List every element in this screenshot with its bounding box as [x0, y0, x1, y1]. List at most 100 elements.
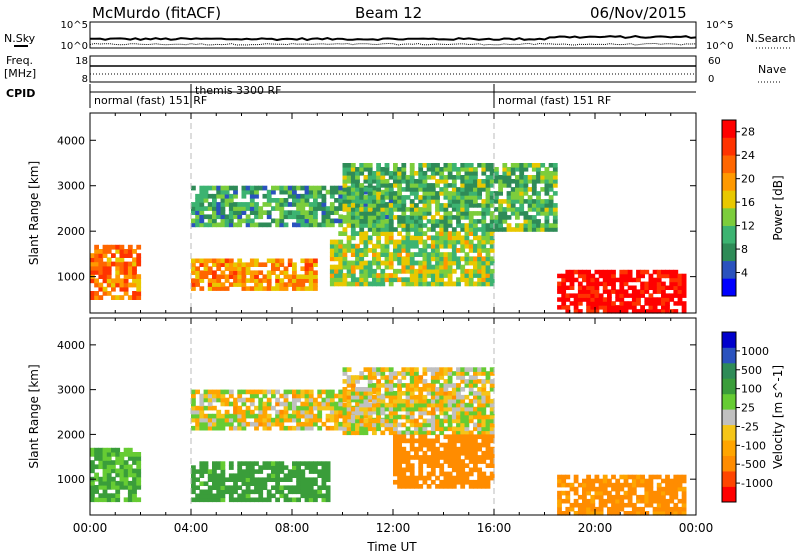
range-time-cell: [401, 207, 407, 212]
range-time-cell: [245, 473, 251, 478]
range-time-cell: [367, 223, 373, 228]
range-time-cell: [527, 223, 533, 228]
range-time-cell: [586, 474, 591, 480]
range-time-cell: [296, 465, 301, 470]
range-time-cell: [111, 497, 116, 503]
range-time-cell: [329, 264, 335, 270]
range-time-cell: [127, 489, 133, 494]
range-time-cell: [573, 309, 579, 314]
range-time-cell: [241, 477, 247, 482]
range-time-cell: [136, 472, 142, 478]
range-time-cell: [308, 185, 314, 191]
range-time-cell: [447, 438, 453, 444]
range-time-cell: [468, 418, 474, 424]
range-time-cell: [481, 450, 487, 456]
range-time-cell: [451, 183, 457, 188]
range-time-cell: [409, 179, 415, 184]
range-time-cell: [451, 239, 457, 245]
range-time-cell: [460, 375, 466, 380]
range-time-cell: [346, 223, 352, 228]
range-time-cell: [590, 482, 596, 488]
range-time-cell: [292, 389, 297, 395]
range-time-cell: [435, 371, 440, 376]
range-time-cell: [317, 401, 323, 407]
range-time-cell: [669, 269, 675, 275]
range-time-cell: [296, 282, 301, 287]
range-time-cell: [426, 211, 432, 216]
range-time-cell: [426, 367, 432, 372]
range-time-cell: [661, 269, 666, 275]
range-time-cell: [346, 406, 352, 412]
range-time-cell: [594, 305, 600, 310]
range-time-cell: [123, 480, 129, 486]
range-time-cell: [207, 493, 213, 499]
range-time-cell: [123, 452, 129, 457]
range-time-cell: [473, 191, 478, 196]
range-time-cell: [418, 223, 424, 228]
range-time-cell: [380, 260, 386, 266]
range-time-cell: [430, 215, 436, 220]
range-time-cell: [443, 281, 449, 287]
range-time-cell: [473, 422, 478, 428]
range-time-cell: [329, 202, 335, 207]
range-time-cell: [401, 219, 407, 224]
range-time-cell: [292, 397, 297, 403]
range-time-cell: [435, 179, 440, 184]
range-time-cell: [376, 227, 381, 232]
colorbar-tick-label: -100: [741, 439, 766, 452]
range-time-cell: [393, 418, 398, 424]
range-time-cell: [489, 434, 495, 440]
range-time-cell: [300, 282, 306, 287]
range-time-cell: [119, 456, 125, 461]
range-time-cell: [321, 397, 327, 403]
range-time-cell: [519, 175, 525, 180]
range-time-cell: [325, 210, 331, 215]
range-time-cell: [346, 199, 352, 204]
range-time-cell: [313, 469, 318, 474]
range-time-cell: [224, 218, 230, 224]
range-time-cell: [115, 460, 121, 465]
range-time-cell: [451, 371, 457, 376]
range-time-cell: [106, 265, 112, 271]
range-time-cell: [329, 268, 335, 274]
range-time-cell: [481, 256, 487, 262]
range-time-cell: [393, 243, 398, 249]
range-time-cell: [577, 506, 583, 512]
colorbar-tick-label: -500: [741, 458, 766, 471]
range-time-cell: [397, 406, 402, 412]
range-time-cell: [216, 497, 222, 503]
range-time-cell: [393, 406, 398, 412]
range-time-cell: [456, 187, 461, 192]
range-time-cell: [380, 175, 386, 180]
range-time-cell: [451, 252, 457, 257]
range-time-cell: [300, 461, 306, 466]
range-time-cell: [531, 175, 537, 180]
range-time-cell: [481, 430, 487, 436]
range-time-cell: [677, 273, 683, 279]
range-time-cell: [106, 282, 112, 288]
colorbar-swatch: [722, 260, 736, 279]
range-time-cell: [98, 476, 104, 482]
range-time-cell: [220, 206, 226, 211]
range-time-cell: [456, 171, 461, 176]
range-time-cell: [191, 286, 196, 291]
range-time-cell: [279, 413, 285, 419]
range-time-cell: [287, 389, 293, 395]
range-time-cell: [443, 410, 449, 416]
range-time-cell: [262, 401, 268, 407]
range-time-cell: [355, 167, 360, 172]
range-time-cell: [426, 235, 432, 241]
range-time-cell: [552, 175, 558, 180]
range-time-cell: [359, 199, 365, 204]
range-time-cell: [334, 268, 339, 274]
range-time-cell: [477, 163, 482, 168]
range-time-cell: [115, 456, 121, 461]
range-time-cell: [271, 189, 276, 195]
range-time-cell: [661, 490, 666, 496]
range-time-cell: [656, 281, 662, 287]
range-time-cell: [224, 262, 230, 267]
range-time-cell: [477, 426, 482, 432]
range-time-cell: [464, 260, 470, 266]
range-time-cell: [498, 211, 503, 216]
range-time-cell: [451, 387, 457, 392]
